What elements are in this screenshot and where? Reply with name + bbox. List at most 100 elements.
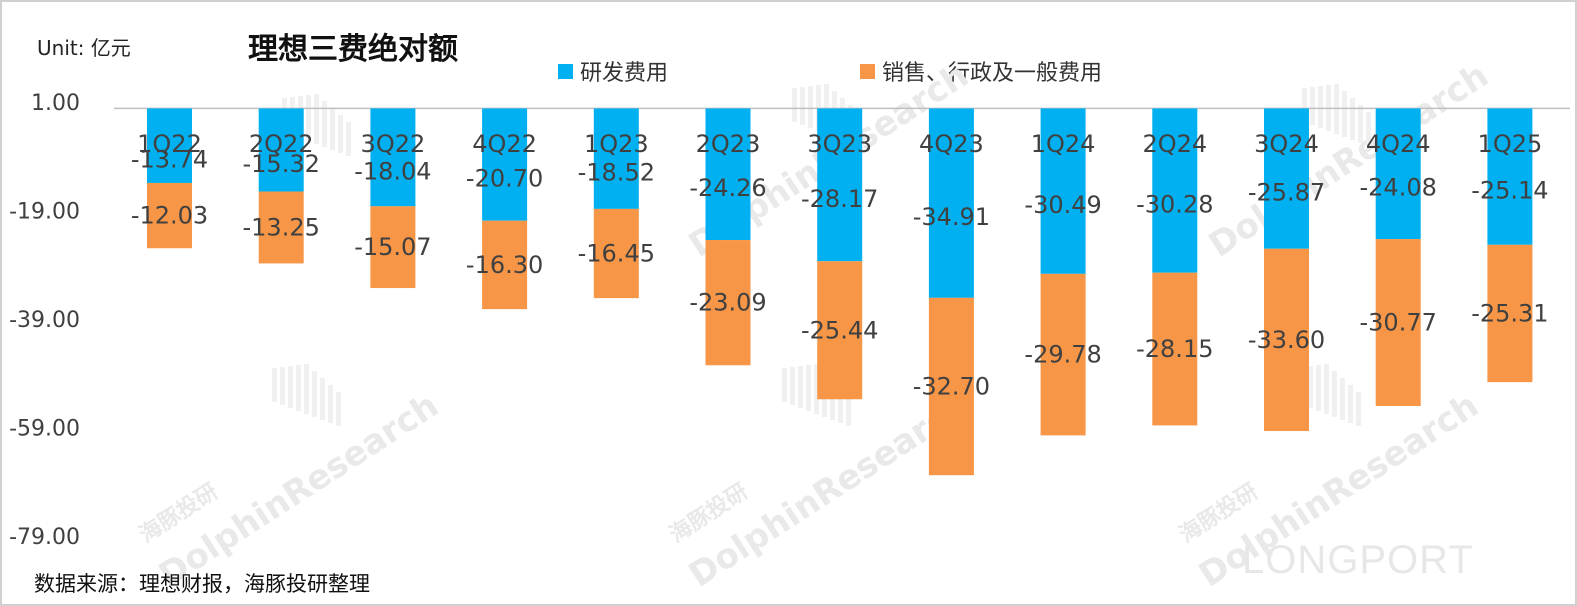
y-tick-label: -39.00 [9,308,80,333]
data-label-sga: -29.78 [1024,341,1101,369]
watermark-graphic [1340,378,1345,420]
data-label-sga: -25.31 [1471,299,1548,327]
watermark-graphic [1350,98,1355,140]
source-note: 数据来源：理想财报，海豚投研整理 [34,572,370,596]
watermark-graphic [792,88,797,122]
data-label-sga: -32.70 [913,373,990,401]
watermark-graphic [800,87,805,125]
data-label-rd: -18.52 [578,159,655,187]
bar-rd-3Q23 [817,108,863,262]
watermark-graphic [1308,366,1313,408]
x-tick-label: 1Q25 [1478,130,1543,158]
bar-sga-1Q22 [147,182,192,249]
watermark-graphic [1358,105,1363,143]
bar-rd-4Q24 [1375,108,1421,240]
y-tick-label: -19.00 [9,200,80,225]
bar-rd-1Q22 [147,108,192,183]
bar-rd-3Q24 [1264,108,1309,249]
legend-item-sga: 销售、行政及一般费用 [860,56,1102,86]
watermark-graphic [288,366,293,408]
data-label-sga: -23.09 [689,289,766,317]
watermark-graphic [320,378,325,420]
watermark-graphic [314,94,319,144]
unit-label: Unit: 亿元 [37,36,131,60]
watermark-graphic [1348,385,1353,423]
data-label-rd: -20.70 [466,165,543,193]
x-tick-label: 2Q23 [696,130,761,158]
data-label-rd: -25.87 [1248,179,1325,207]
bar-rd-4Q23 [928,108,974,298]
data-label-sga: -16.30 [466,251,543,279]
watermark-graphic [336,392,341,426]
watermark-graphic [782,368,787,402]
data-label-sga: -25.44 [801,316,878,344]
data-label-rd: -25.14 [1471,177,1548,205]
longport-logo: LONGPORT [1242,538,1474,582]
x-tick-label: 4Q23 [919,130,984,158]
watermark-graphic [838,385,843,423]
y-tick-label: -79.00 [9,525,80,550]
watermark-graphic [312,371,317,417]
watermark-graphic [338,115,343,153]
bar-sga-3Q24 [1264,248,1309,432]
x-tick-label: 2Q24 [1142,130,1207,158]
legend-label-rd: 研发费用 [580,61,669,86]
watermark-graphic [330,108,335,150]
watermark-graphic [1324,364,1329,414]
watermark-graphic [322,101,327,147]
data-label-sga: -33.60 [1248,326,1325,354]
x-tick-label: 1Q24 [1031,130,1096,158]
watermark-graphic [1302,88,1307,122]
x-tick-label: 3Q23 [807,130,872,158]
bar-sga-3Q22 [370,206,416,289]
bar-rd-2Q23 [705,108,751,241]
data-label-rd: -15.32 [243,150,320,178]
data-label-sga: -13.25 [243,213,320,241]
watermark-graphic [798,366,803,408]
data-label-sga: -28.15 [1136,335,1213,363]
data-label-sga: -16.45 [578,240,655,268]
bar-sga-4Q23 [928,297,974,476]
watermark-graphic [808,86,813,128]
bar-rd-3Q22 [370,108,416,207]
legend-label-sga: 销售、行政及一般费用 [882,61,1103,86]
bar-sga-4Q24 [1375,239,1421,406]
watermark-graphic [846,392,851,426]
data-label-rd: -24.26 [689,174,766,202]
watermark-graphic [1316,365,1321,411]
bar-sga-4Q22 [482,220,528,310]
data-label-rd: -18.04 [354,157,431,185]
x-tick-label: 3Q24 [1254,130,1319,158]
data-label-rd: -30.28 [1136,191,1213,219]
bar-rd-4Q22 [482,108,528,221]
bar-sga-1Q23 [593,208,639,299]
data-label-rd: -28.17 [801,185,878,213]
bar-sga-1Q25 [1487,244,1533,383]
watermark-graphic [280,367,285,405]
bar-rd-2Q24 [1152,108,1198,273]
bar-sga-3Q23 [817,261,863,400]
bar-sga-2Q23 [705,240,751,366]
bar-sga-2Q24 [1152,272,1198,426]
legend-item-rd: 研发费用 [558,56,668,86]
bar-sga-2Q22 [258,191,304,264]
bar-rd-2Q22 [258,108,304,192]
watermark-graphic [1356,392,1361,426]
legend-swatch-rd [558,63,573,79]
x-tick-label: 2Q22 [249,130,314,158]
watermark-graphic [1366,112,1371,146]
y-tick-label: 1.00 [31,91,80,116]
watermark-graphic [1318,86,1323,128]
data-label-rd: -24.08 [1360,174,1437,202]
chart-title: 理想三费绝对额 [248,32,458,67]
watermark-graphic [790,367,795,405]
y-tick-label: -59.00 [9,417,80,442]
watermark-graphic [304,364,309,414]
x-tick-label: 1Q22 [137,130,202,158]
watermark-graphic [306,95,311,141]
watermark-graphic [1310,87,1315,125]
data-label-sga: -15.07 [354,233,431,261]
bar-rd-1Q23 [593,108,639,209]
